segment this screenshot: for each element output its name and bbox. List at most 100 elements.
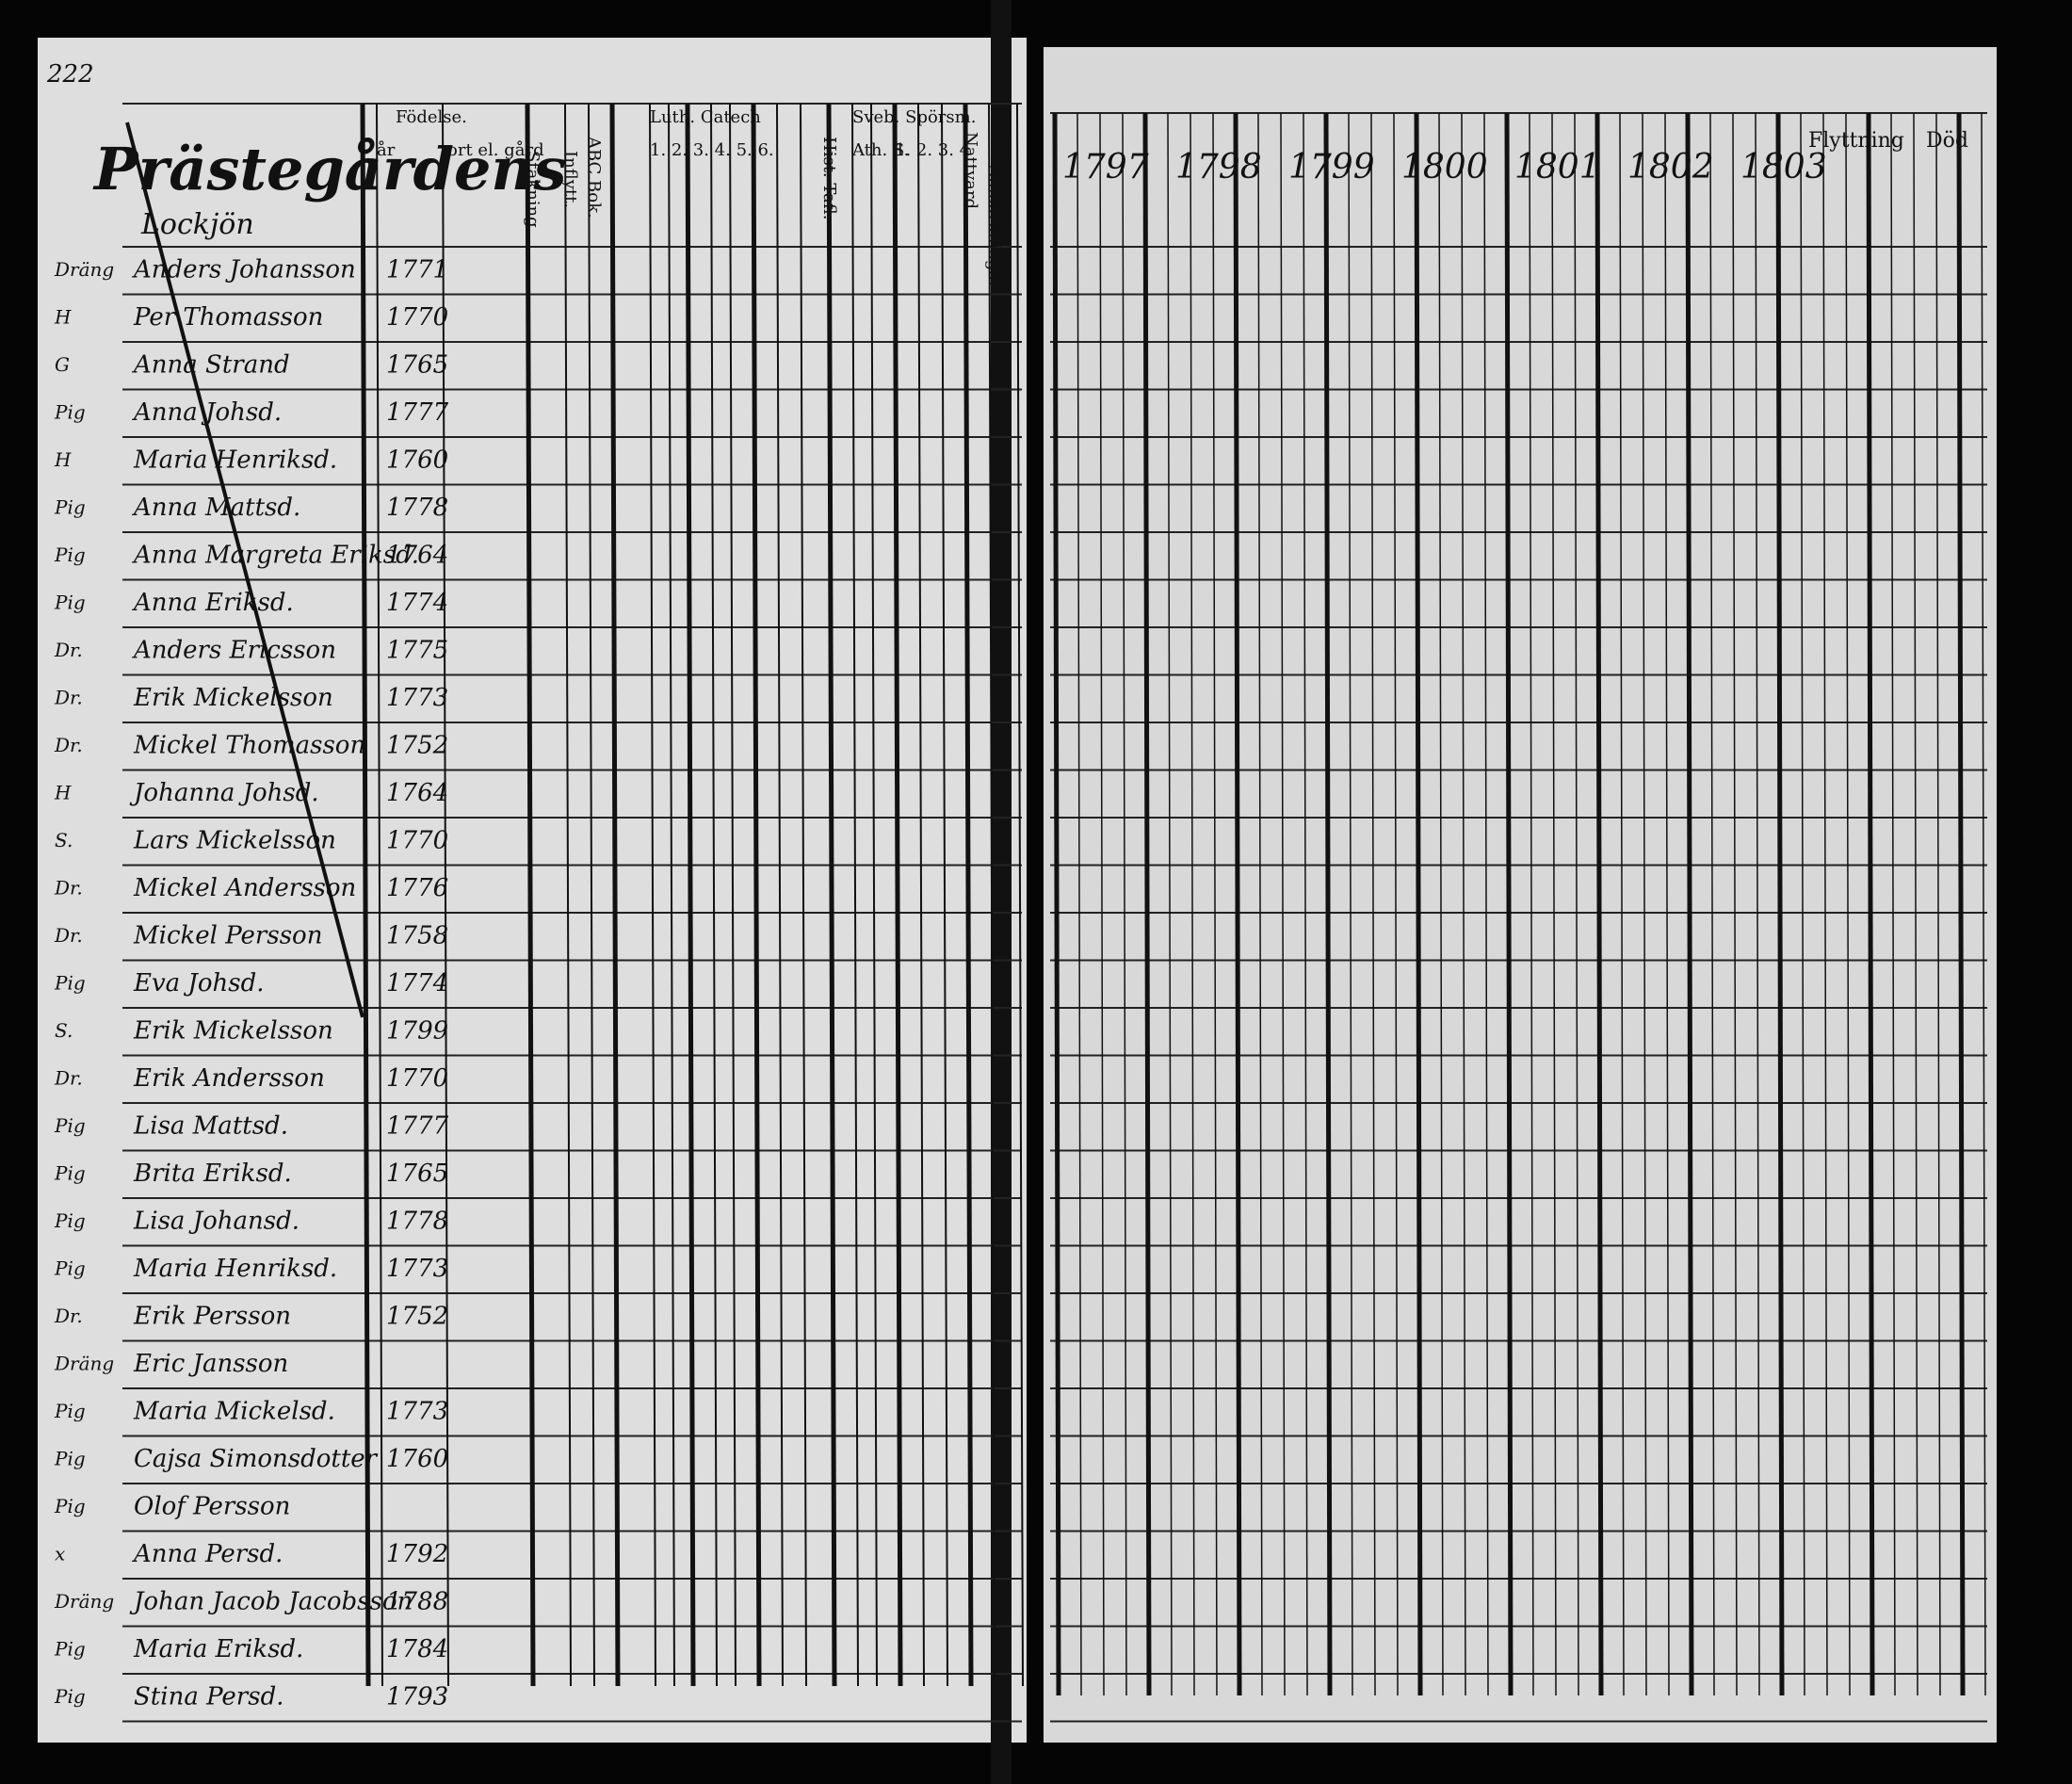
person-name: Per Thomasson bbox=[133, 303, 323, 332]
column-rule bbox=[1257, 112, 1263, 1696]
column-rule bbox=[1913, 112, 1918, 1696]
person-name: Anna Johsd. bbox=[132, 398, 282, 427]
column-rule bbox=[525, 103, 536, 1687]
column-header: 1. 2. 3. 4. 5. 6. bbox=[650, 140, 774, 160]
column-rule bbox=[917, 103, 925, 1687]
role: Pig bbox=[54, 1495, 86, 1517]
birth-year: 1765 bbox=[386, 350, 448, 379]
birth-year: 1774 bbox=[386, 589, 448, 617]
person-name: Maria Eriksd. bbox=[133, 1635, 303, 1663]
birth-year: 1792 bbox=[386, 1540, 448, 1568]
birth-year: 1778 bbox=[386, 494, 448, 522]
column-rule bbox=[1323, 112, 1333, 1696]
column-header: Hist. Tafl. bbox=[819, 137, 839, 219]
column-header: Nattvard bbox=[961, 132, 980, 209]
birth-year: 1770 bbox=[386, 1064, 448, 1093]
column-rule bbox=[1551, 112, 1557, 1696]
person-name: Eric Jansson bbox=[133, 1350, 288, 1378]
birth-year: 1784 bbox=[386, 1635, 448, 1663]
column-header: Död bbox=[1926, 129, 1968, 153]
column-rule bbox=[668, 103, 675, 1687]
role: Pig bbox=[54, 1209, 86, 1232]
role: Pig bbox=[54, 591, 86, 613]
column-rule bbox=[1212, 112, 1218, 1696]
person-name: Erik Mickelsson bbox=[133, 684, 333, 712]
column-rule bbox=[1142, 112, 1152, 1696]
birth-year: 1788 bbox=[386, 1587, 448, 1615]
person-name: Johanna Johsd. bbox=[129, 779, 319, 807]
column-rule bbox=[1099, 112, 1105, 1696]
column-rule bbox=[710, 103, 718, 1687]
role: x bbox=[55, 1542, 65, 1565]
role: Dr. bbox=[54, 639, 83, 661]
column-rule bbox=[1845, 112, 1851, 1696]
birth-year: 1778 bbox=[386, 1207, 448, 1235]
birth-year: 1752 bbox=[386, 731, 448, 759]
column-rule bbox=[941, 103, 948, 1687]
person-name: Cajsa Simonsdotter bbox=[134, 1445, 379, 1473]
column-rule bbox=[1167, 112, 1173, 1696]
role: Pig bbox=[54, 400, 86, 423]
role: Pig bbox=[54, 495, 86, 518]
column-rule bbox=[649, 103, 656, 1687]
year-header: 1798 bbox=[1175, 148, 1262, 187]
person-name: Maria Mickelsd. bbox=[133, 1397, 335, 1425]
column-header: Ath. S. bbox=[851, 140, 909, 160]
role: Dr. bbox=[54, 924, 83, 947]
year-header: 1800 bbox=[1401, 148, 1488, 187]
role: Dräng bbox=[54, 1590, 114, 1613]
column-rule bbox=[1504, 112, 1514, 1696]
role: Pig bbox=[54, 1685, 86, 1708]
column-rule bbox=[1685, 112, 1694, 1696]
role: Pig bbox=[54, 1114, 86, 1137]
subtitle: Lockjön bbox=[140, 208, 254, 241]
role: S. bbox=[55, 1019, 73, 1042]
column-rule bbox=[442, 103, 449, 1687]
person-name: Lars Mickelsson bbox=[133, 826, 336, 854]
column-rule bbox=[685, 103, 696, 1687]
birth-year: 1765 bbox=[386, 1160, 448, 1188]
column-rule bbox=[1190, 112, 1195, 1696]
role: Pig bbox=[54, 1161, 86, 1184]
birth-year: 1752 bbox=[386, 1302, 448, 1330]
birth-year: 1764 bbox=[386, 541, 448, 569]
birth-year: 1777 bbox=[386, 398, 449, 427]
role: Pig bbox=[54, 971, 86, 994]
column-rule bbox=[892, 103, 903, 1687]
column-rule bbox=[1890, 112, 1896, 1696]
birth-year: 1773 bbox=[386, 684, 448, 712]
column-rule bbox=[1122, 112, 1127, 1696]
birth-year: 1774 bbox=[386, 969, 448, 997]
column-rule bbox=[851, 103, 859, 1687]
year-header: 1801 bbox=[1514, 148, 1601, 187]
birth-year: 1773 bbox=[386, 1397, 448, 1425]
person-name: Erik Mickelsson bbox=[133, 1016, 333, 1045]
column-rule bbox=[751, 103, 762, 1687]
birth-year: 1760 bbox=[386, 446, 448, 474]
column-header: Flyttning bbox=[1808, 129, 1904, 153]
year-header: 1797 bbox=[1062, 148, 1149, 187]
person-name: Anna Strand bbox=[132, 350, 290, 379]
column-rule bbox=[588, 103, 595, 1687]
column-rule bbox=[1775, 112, 1785, 1696]
column-rule bbox=[564, 103, 572, 1687]
column-rule bbox=[1393, 112, 1399, 1696]
role: Dr. bbox=[54, 686, 83, 708]
birth-year: 1770 bbox=[386, 303, 448, 332]
birth-year: 1760 bbox=[386, 1445, 448, 1473]
person-name: Brita Eriksd. bbox=[133, 1160, 292, 1188]
year-header: 1803 bbox=[1740, 148, 1827, 187]
role: Pig bbox=[54, 1447, 86, 1469]
right-page bbox=[1044, 47, 1997, 1743]
role: Dräng bbox=[54, 1352, 114, 1374]
column-rule bbox=[1414, 112, 1423, 1696]
role: H bbox=[54, 448, 72, 471]
person-name: Johan Jacob Jacobsson bbox=[129, 1587, 413, 1615]
column-header: Födelse. bbox=[396, 107, 467, 127]
person-name: Anna Eriksd. bbox=[132, 589, 294, 617]
person-name: Anna Persd. bbox=[132, 1540, 283, 1568]
column-rule bbox=[1348, 112, 1353, 1696]
person-name: Maria Henriksd. bbox=[133, 1255, 337, 1283]
slash bbox=[125, 122, 364, 1018]
